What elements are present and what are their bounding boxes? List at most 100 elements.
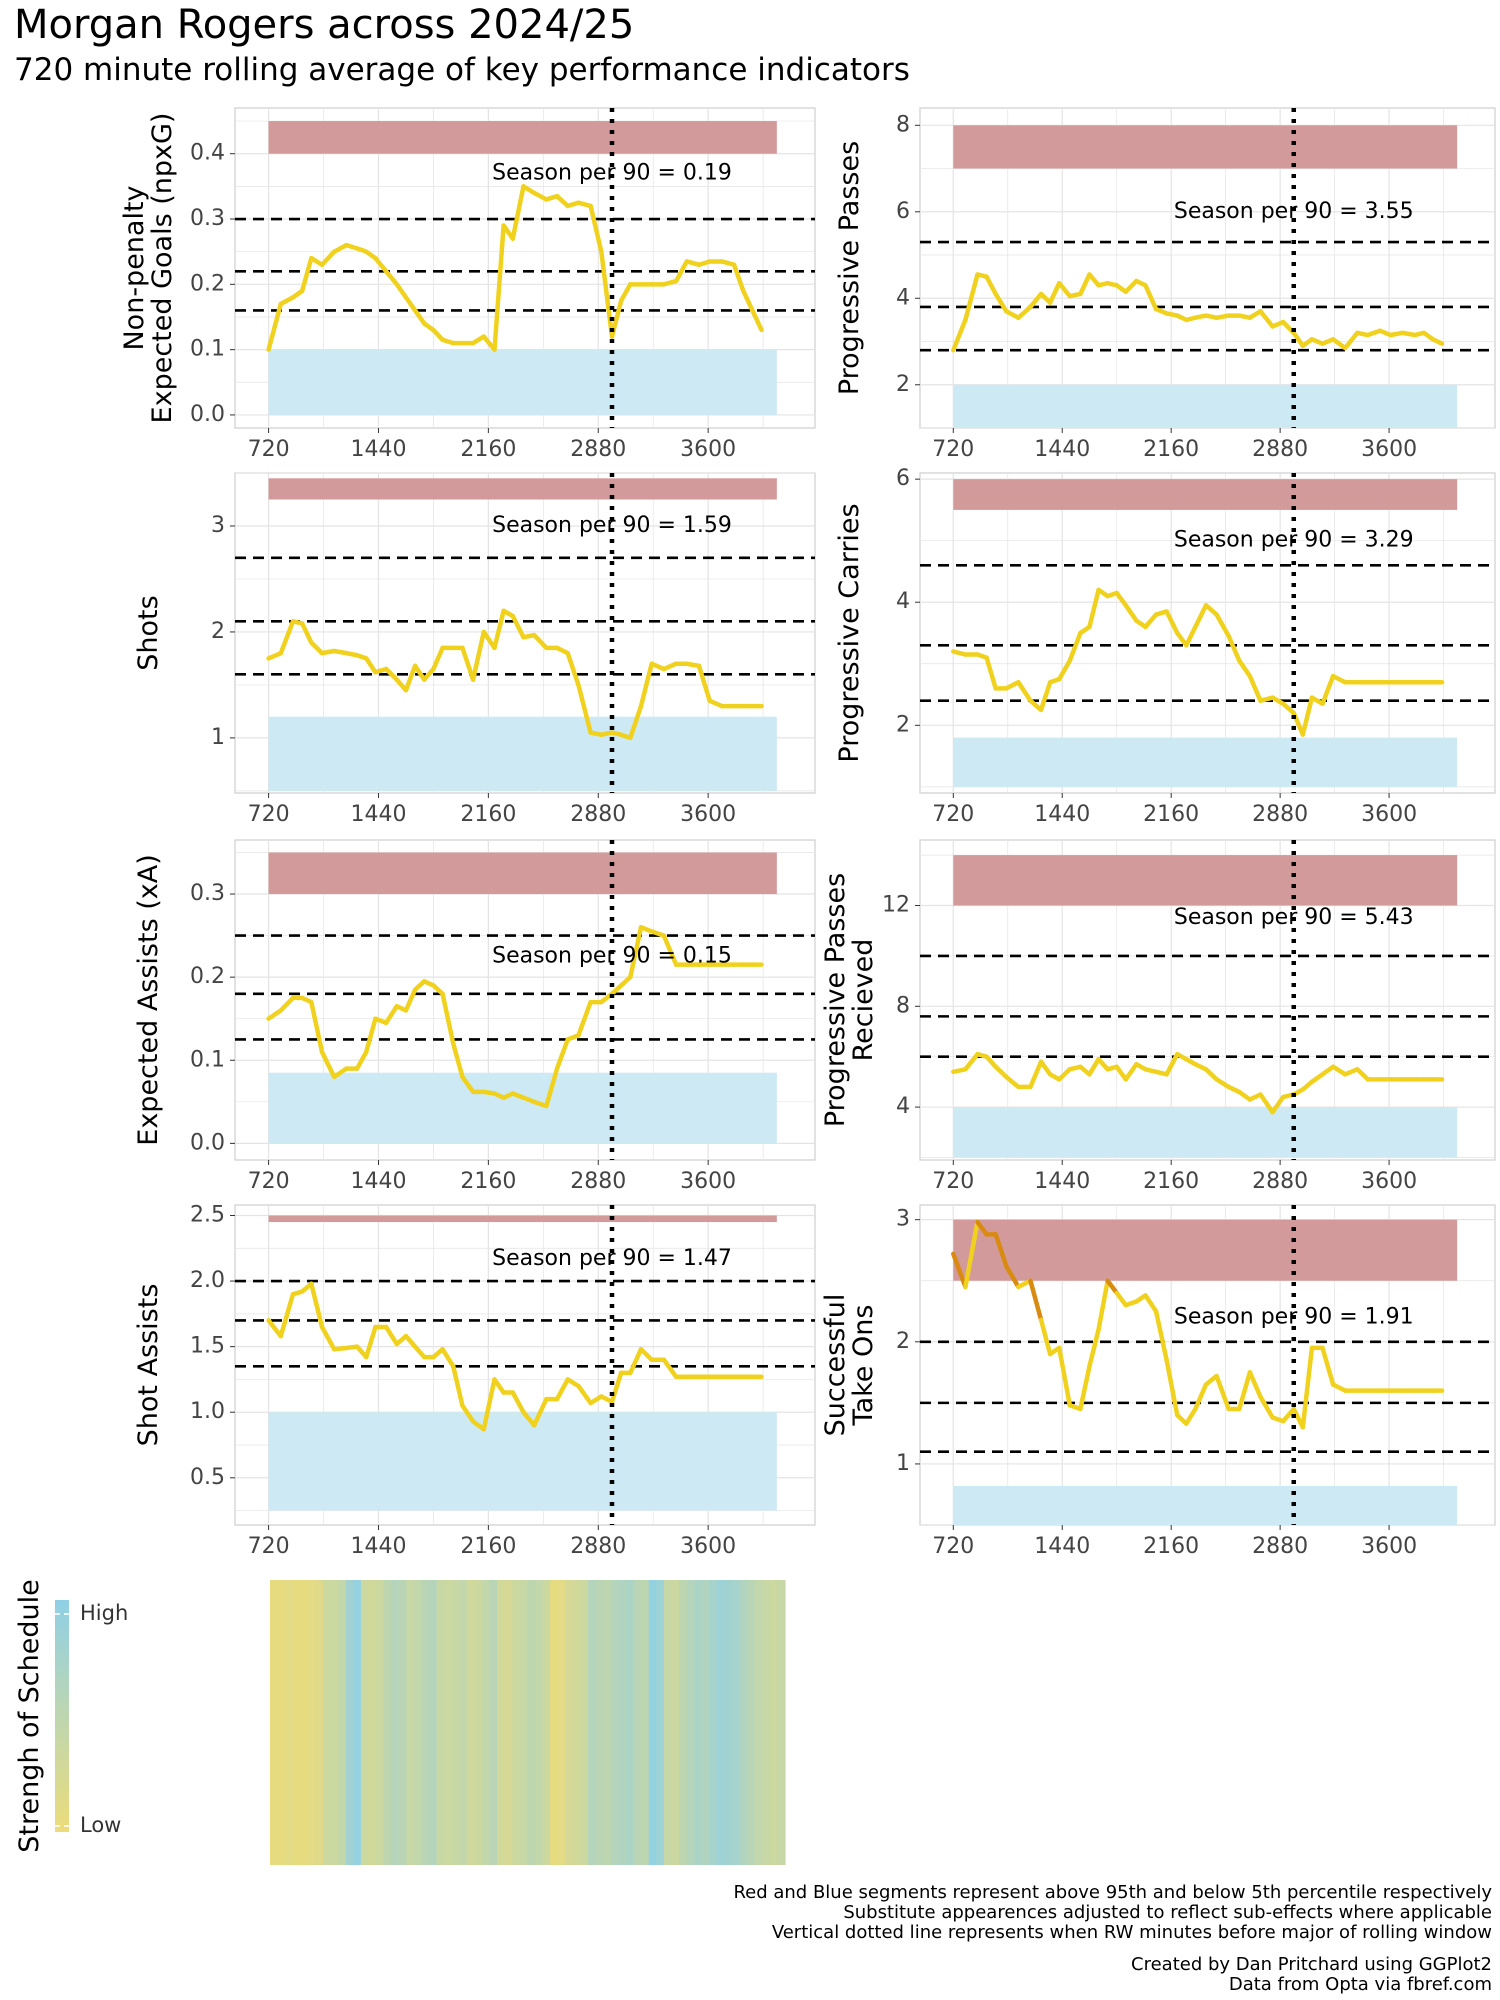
series-segment [1193, 603, 1209, 630]
series-segment [460, 1074, 476, 1095]
x-tick-label: 3600 [680, 1534, 736, 1559]
series-segment [1123, 278, 1139, 295]
sos-stripe [686, 1580, 695, 1865]
sos-stripe [769, 1580, 779, 1865]
x-tick-label: 2160 [1143, 1169, 1199, 1194]
red-percentile-band [268, 478, 777, 500]
series-segment [750, 308, 764, 333]
x-tick-label: 720 [248, 802, 290, 827]
series-segment [331, 1066, 349, 1080]
series-segment [1123, 1062, 1139, 1082]
y-tick-label: 8 [896, 993, 910, 1018]
series-segment [422, 666, 436, 682]
season-annotation: Season per 90 = 5.43 [1174, 905, 1414, 930]
y-axis-title-line: Progressive Carries [834, 503, 865, 762]
series-segment [951, 1251, 968, 1290]
red-percentile-band [268, 121, 777, 154]
chart-subtitle: 720 minute rolling average of key perfor… [14, 52, 910, 88]
y-tick-label: 1 [211, 725, 225, 750]
series-segment [1270, 1094, 1286, 1115]
series-segment [492, 608, 506, 651]
y-tick-label: 0.1 [190, 1047, 225, 1072]
x-tick-label: 1440 [1034, 1169, 1090, 1194]
series-segment [1330, 1382, 1348, 1393]
series-segment [1214, 1077, 1231, 1090]
x-tick-label: 2880 [570, 802, 626, 827]
y-tick-label: 1.0 [190, 1399, 225, 1424]
series-segment [554, 1377, 570, 1402]
sos-stripe [504, 1580, 513, 1865]
x-tick-label: 2160 [1143, 437, 1199, 462]
y-tick-label: 2 [896, 372, 910, 397]
series-segment [1164, 609, 1180, 636]
x-tick-label: 1440 [350, 802, 406, 827]
series-segment [266, 1318, 284, 1339]
y-axis-title: Progressive Passes [834, 141, 865, 395]
series-segment [1143, 283, 1159, 312]
series-segment [403, 1333, 418, 1349]
series-segment [628, 925, 644, 980]
x-tick-label: 2160 [1143, 802, 1199, 827]
series-segment [1038, 1059, 1053, 1077]
series-segment [963, 272, 980, 323]
series-segment [638, 1347, 654, 1363]
sos-stripe [353, 1580, 362, 1865]
blue-percentile-band [953, 1107, 1458, 1158]
series-segment [1291, 330, 1306, 349]
series-segment [460, 645, 476, 682]
series-segment [1028, 291, 1044, 310]
sos-stripe [709, 1580, 718, 1865]
series-segment [661, 1357, 679, 1380]
sos-stripe [557, 1580, 566, 1865]
series-segment [309, 999, 325, 1055]
series-segment [278, 1291, 296, 1339]
series-segment [1320, 1345, 1336, 1387]
panel-1: Season per 90 = 0.19 720 1440 2160 2880 3600 0… [119, 107, 816, 462]
sos-stripe [731, 1580, 741, 1865]
sos-stripe [360, 1580, 370, 1865]
sos-stripe [292, 1580, 301, 1865]
sos-stripe [656, 1580, 665, 1865]
sos-stripe [603, 1580, 612, 1865]
series-segment [963, 1219, 980, 1290]
sos-stripe [368, 1580, 377, 1865]
sos-stripe [444, 1580, 453, 1865]
x-tick-label: 720 [932, 1169, 974, 1194]
x-tick-label: 2880 [1252, 802, 1308, 827]
sos-stripe [527, 1580, 536, 1865]
x-tick-label: 3600 [1361, 1534, 1417, 1559]
panel-6: Season per 90 = 5.43 720 1440 2160 2880 3600 4… [820, 839, 1496, 1194]
y-tick-label: 12 [882, 893, 910, 918]
sos-stripe [739, 1580, 748, 1865]
sos-stripe [678, 1580, 688, 1865]
series-segment [1056, 280, 1073, 299]
y-tick-label: 0.1 [190, 337, 225, 362]
panel-4: Season per 90 = 3.29 720 1440 2160 2880 3600 2… [834, 466, 1496, 827]
series-segment [364, 1324, 378, 1360]
series-segment [1114, 1064, 1129, 1082]
y-tick-label: 2 [896, 712, 910, 737]
sos-stripe [323, 1580, 332, 1865]
y-axis-title-line: Take Ons [848, 1305, 879, 1427]
series-segment [1237, 658, 1253, 679]
sos-stripe [519, 1580, 529, 1865]
series-segment [403, 987, 418, 1013]
sos-stripe [376, 1580, 385, 1865]
x-tick-label: 1440 [1034, 802, 1090, 827]
series-segment [510, 1390, 526, 1415]
y-tick-label: 1.5 [190, 1334, 225, 1359]
series-segment [1096, 1278, 1110, 1332]
season-annotation: Season per 90 = 3.55 [1174, 199, 1414, 224]
x-tick-label: 1440 [350, 1169, 406, 1194]
series-segment [1028, 1278, 1044, 1323]
series-segment [993, 291, 1009, 314]
y-axis-title: SuccessfulTake Ons [820, 1294, 879, 1437]
series-segment [618, 282, 633, 303]
series-segment [531, 190, 549, 202]
y-tick-label: 6 [896, 199, 910, 224]
series-segment [394, 282, 409, 300]
series-segment [984, 655, 998, 691]
series-segment [364, 1016, 378, 1055]
series-segment [1105, 1278, 1119, 1296]
series-segment [383, 1324, 400, 1347]
